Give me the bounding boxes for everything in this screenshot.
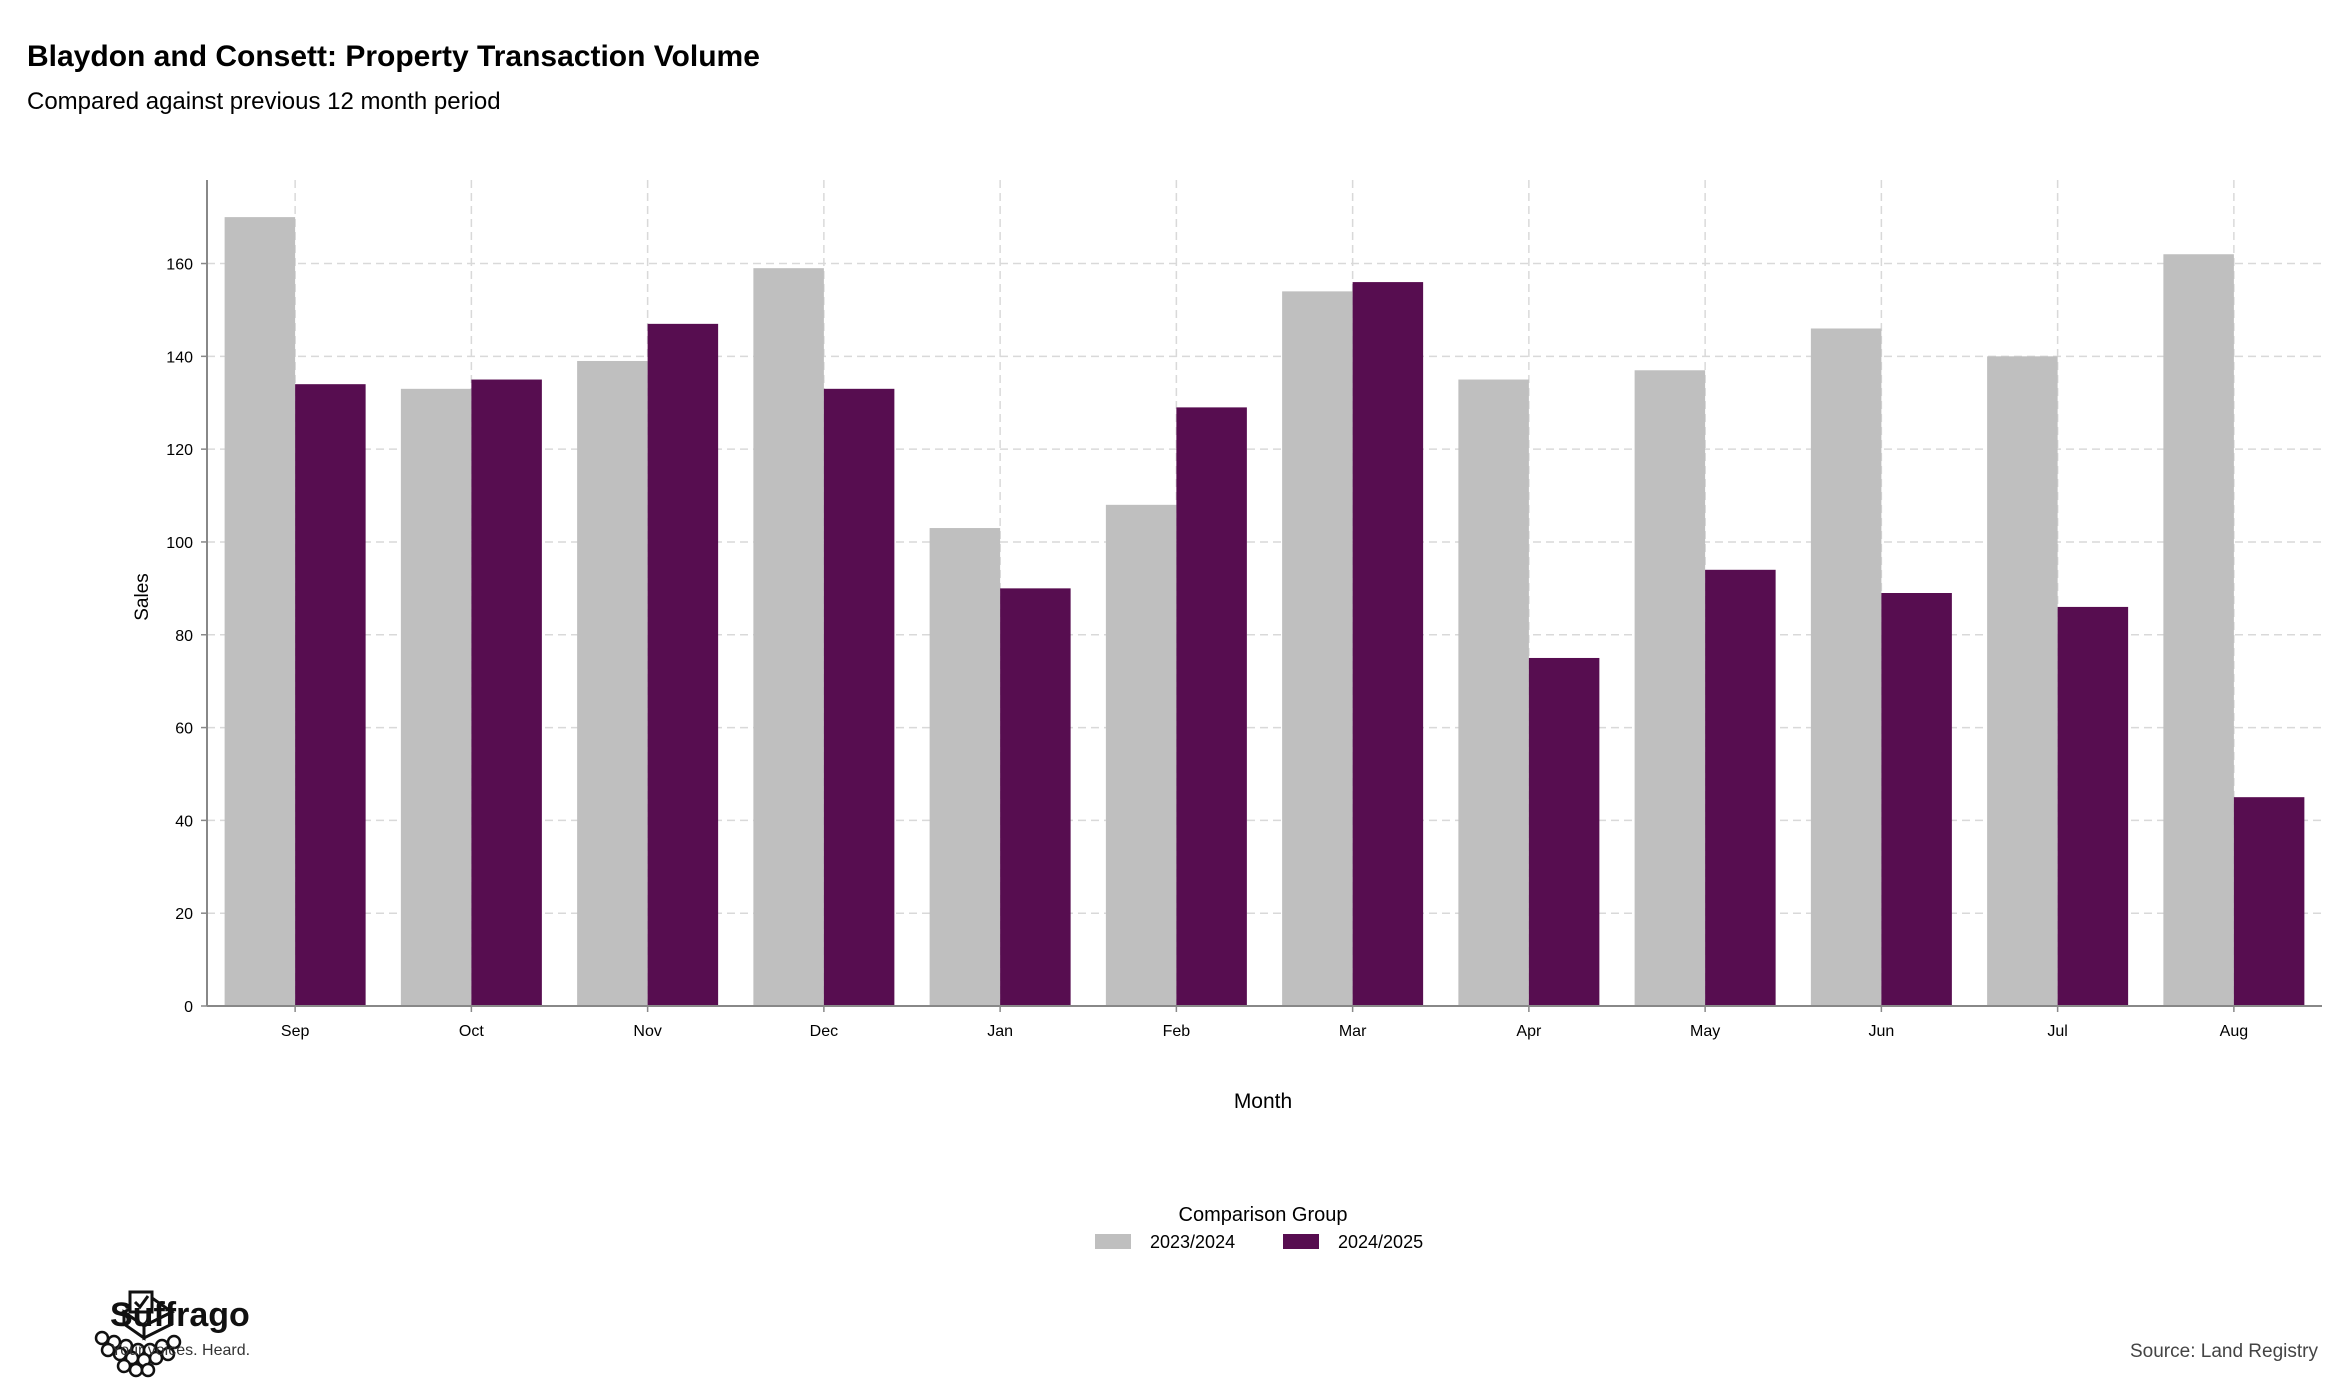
- y-tick-label: 60: [175, 721, 193, 738]
- bar-2024-2025-sep: [295, 384, 366, 1006]
- x-tick-label: Jul: [2047, 1023, 2067, 1040]
- y-tick-label: 20: [175, 906, 193, 923]
- y-tick-label: 0: [184, 999, 193, 1016]
- axes: [201, 180, 2322, 1012]
- bar-2024-2025-nov: [647, 323, 719, 1006]
- legend-label-0: 2023/2024: [1150, 1232, 1235, 1252]
- bar-2024-2025-oct: [471, 379, 542, 1007]
- bar-2023-2024-mar: [1282, 291, 1353, 1006]
- legend-swatch-1: [1283, 1234, 1319, 1249]
- brand-tagline: Your voices. Heard.: [111, 1342, 251, 1359]
- bar-2023-2024-may: [1634, 370, 1706, 1006]
- bar-2024-2025-dec: [823, 388, 895, 1007]
- bar-2023-2024-nov: [577, 360, 648, 1006]
- x-tick-label: Jun: [1868, 1023, 1894, 1040]
- bar-2024-2025-mar: [1352, 282, 1424, 1007]
- bar-2024-2025-jan: [1000, 588, 1071, 1006]
- x-tick-label: Aug: [2220, 1023, 2248, 1040]
- suffrago-logo-icon: [94, 1290, 182, 1378]
- legend-label-1: 2024/2025: [1338, 1232, 1423, 1252]
- legend-swatch-0: [1095, 1234, 1131, 1249]
- bar-2024-2025-feb: [1176, 407, 1247, 1006]
- x-tick-label: Dec: [810, 1023, 838, 1040]
- source-note: Source: Land Registry: [2130, 1341, 2318, 1362]
- brand-name: Suffrago: [110, 1296, 250, 1334]
- bar-2024-2025-aug: [2233, 797, 2305, 1006]
- bar-chart: 0 20 40 60 80 100 120 140 160 Sep Oct Nov Dec Jan Feb M…: [132, 180, 2322, 1252]
- bar-2024-2025-may: [1705, 569, 1776, 1006]
- chart-subtitle: Compared against previous 12 month perio…: [27, 88, 501, 115]
- bar-2023-2024-apr: [1458, 379, 1529, 1007]
- bar-2023-2024-jul: [1987, 356, 2058, 1007]
- y-tick-label: 140: [166, 349, 193, 366]
- x-tick-label: Apr: [1516, 1023, 1542, 1040]
- x-tick-label: Oct: [459, 1023, 484, 1040]
- bar-2023-2024-sep: [224, 217, 296, 1006]
- x-tick-label: Feb: [1163, 1023, 1191, 1040]
- bar-2024-2025-jun: [1881, 593, 1952, 1006]
- y-tick-label: 40: [175, 813, 193, 830]
- x-tick-label: Sep: [281, 1023, 310, 1040]
- y-axis-label: Sales: [132, 573, 153, 621]
- bar-2023-2024-dec: [753, 268, 824, 1006]
- grid-lines: [207, 180, 2322, 1006]
- x-tick-label: Jan: [987, 1023, 1013, 1040]
- chart-title: Blaydon and Consett: Property Transactio…: [27, 40, 760, 73]
- bar-2023-2024-aug: [2163, 254, 2234, 1006]
- y-tick-label: 80: [175, 628, 193, 645]
- bar-2023-2024-jan: [929, 528, 1001, 1006]
- bar-2023-2024-feb: [1105, 504, 1177, 1006]
- y-tick-label: 120: [166, 442, 193, 459]
- legend: 2023/2024 2024/2025: [1095, 1232, 1423, 1252]
- bar-2023-2024-jun: [1810, 328, 1882, 1006]
- x-tick-label: Nov: [633, 1023, 661, 1040]
- bar-2024-2025-apr: [1528, 657, 1600, 1006]
- y-tick-label: 160: [166, 257, 193, 274]
- bar-2024-2025-jul: [2057, 606, 2129, 1006]
- bar-2023-2024-oct: [400, 388, 472, 1007]
- tick-labels: 0 20 40 60 80 100 120 140 160 Sep Oct Nov Dec Jan Feb M…: [166, 257, 2248, 1040]
- bars: [224, 217, 2305, 1007]
- x-tick-label: May: [1690, 1023, 1720, 1040]
- y-tick-label: 100: [166, 535, 193, 552]
- x-tick-label: Mar: [1339, 1023, 1367, 1040]
- legend-title: Comparison Group: [1179, 1204, 1348, 1226]
- x-axis-label: Month: [1234, 1090, 1292, 1113]
